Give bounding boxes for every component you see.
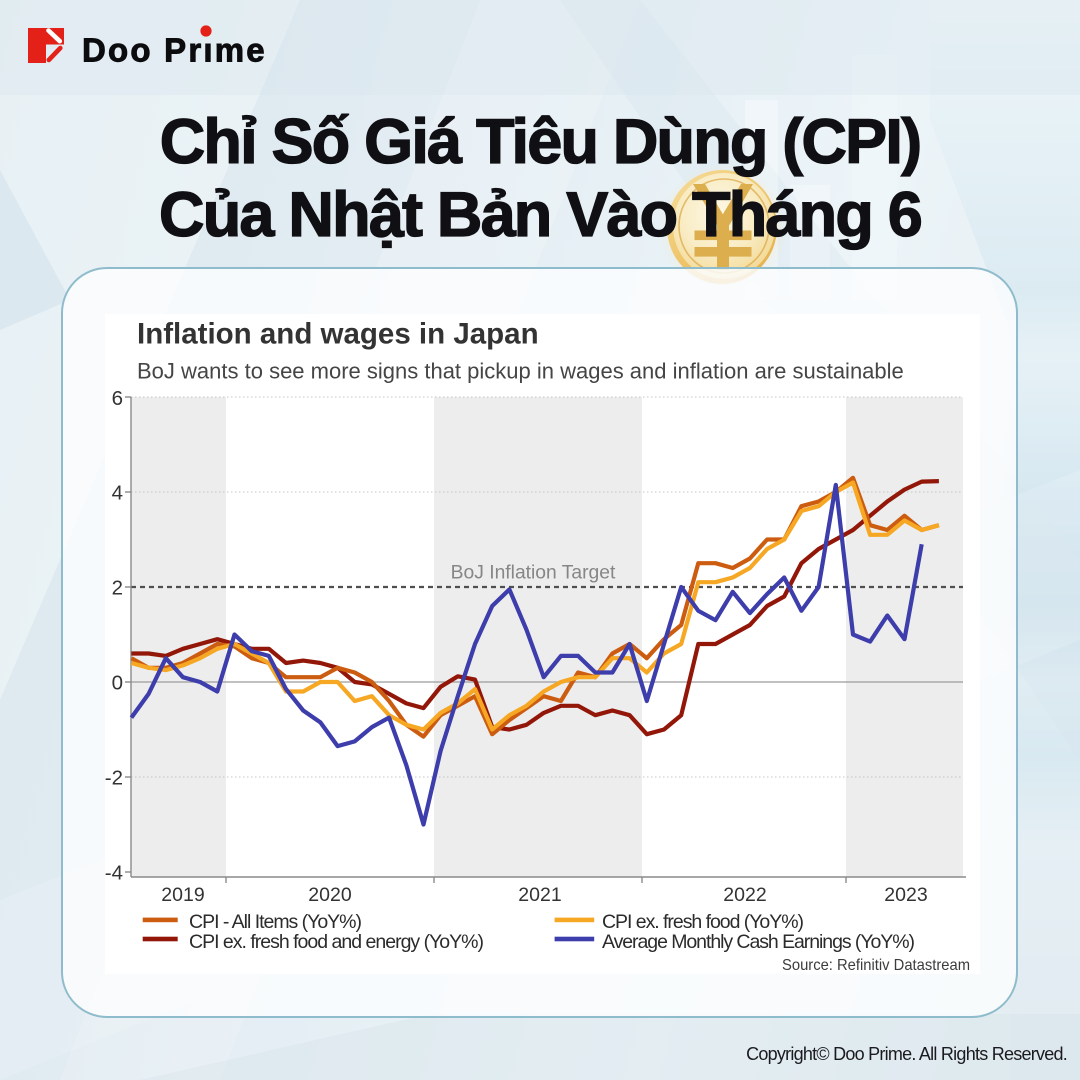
svg-text:-2: -2 <box>105 767 123 790</box>
svg-text:Inflation and wages in Japan: Inflation and wages in Japan <box>137 318 539 351</box>
svg-text:0: 0 <box>112 672 123 695</box>
svg-text:2020: 2020 <box>308 884 352 906</box>
svg-text:Average Monthly Cash Earnings: Average Monthly Cash Earnings (YoY%) <box>602 931 915 953</box>
svg-text:Source: Refinitiv Datastream: Source: Refinitiv Datastream <box>782 957 970 974</box>
svg-text:2021: 2021 <box>518 884 561 906</box>
svg-text:-4: -4 <box>105 862 123 885</box>
svg-text:6: 6 <box>112 387 123 410</box>
svg-text:Doo Prıme: Doo Prıme <box>82 32 267 69</box>
svg-text:CPI ex. fresh food (YoY%): CPI ex. fresh food (YoY%) <box>602 911 804 933</box>
svg-text:2022: 2022 <box>723 884 766 906</box>
svg-text:BoJ wants to see more signs th: BoJ wants to see more signs that pickup … <box>137 359 904 384</box>
svg-text:2: 2 <box>112 577 123 600</box>
svg-text:4: 4 <box>112 482 123 505</box>
svg-text:CPI ex. fresh food and energy: CPI ex. fresh food and energy (YoY%) <box>189 931 484 953</box>
svg-text:CPI - All Items (YoY%): CPI - All Items (YoY%) <box>189 911 362 933</box>
svg-text:2023: 2023 <box>884 884 927 906</box>
svg-text:2019: 2019 <box>161 884 204 906</box>
svg-text:BoJ Inflation Target: BoJ Inflation Target <box>451 563 616 584</box>
